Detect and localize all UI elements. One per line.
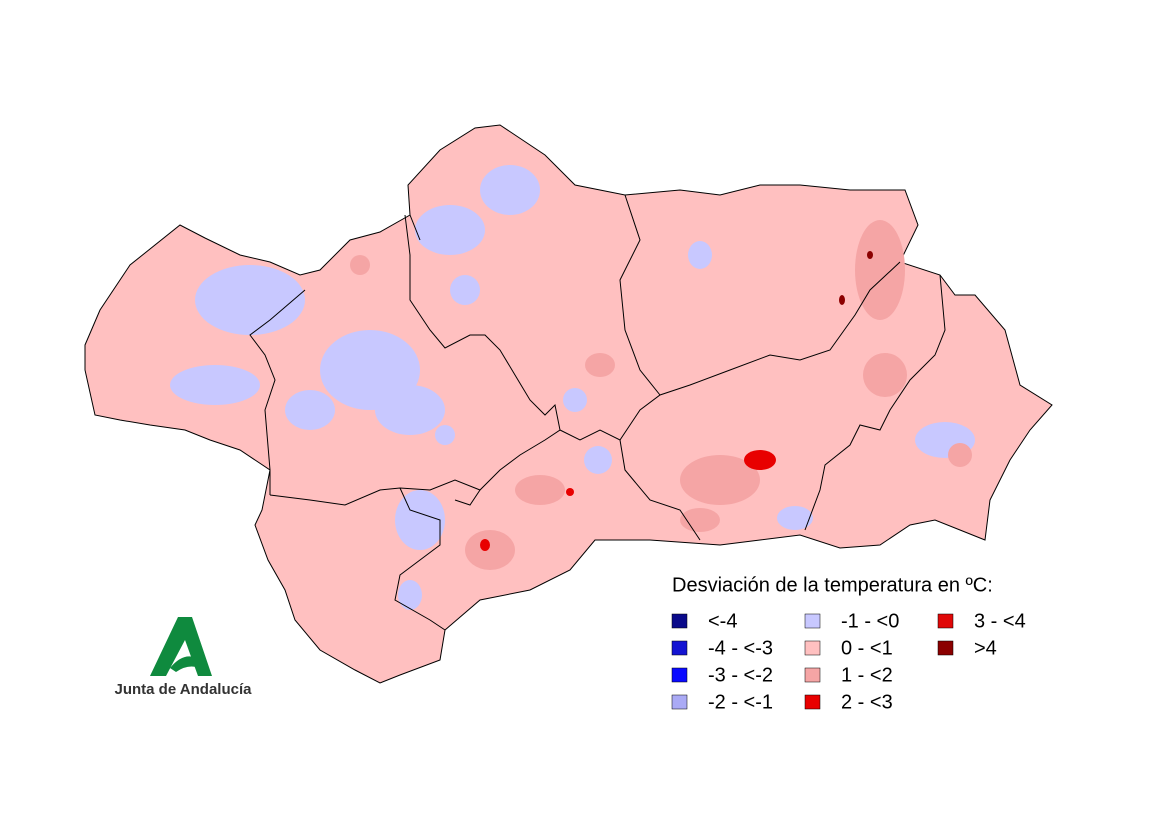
legend-swatch	[937, 613, 954, 629]
cool-areas	[170, 165, 975, 610]
legend-label: -2 - <-1	[708, 691, 773, 713]
hot-areas	[480, 450, 776, 551]
legend-swatch	[804, 640, 821, 656]
legend-label: >4	[974, 637, 997, 659]
legend: Desviación de la temperatura en ºC: <-4 -…	[671, 574, 1026, 713]
legend-swatch	[937, 640, 954, 656]
legend-swatch	[671, 694, 688, 710]
logo-swoosh	[170, 656, 204, 672]
province-borders	[249, 194, 946, 631]
legend-swatch	[804, 667, 821, 683]
legend-label: -3 - <-2	[708, 664, 773, 686]
very-hot-areas	[839, 251, 873, 305]
legend-label: 2 - <3	[841, 691, 893, 713]
legend-swatch	[671, 613, 688, 629]
legend-swatch	[671, 667, 688, 683]
legend-label: <-4	[708, 610, 737, 632]
legend-label: 1 - <2	[841, 664, 893, 686]
legend-swatch	[804, 613, 821, 629]
legend-label: -1 - <0	[841, 610, 899, 632]
legend-label: 0 - <1	[841, 637, 893, 659]
legend-label: -4 - <-3	[708, 637, 773, 659]
logo: Junta de Andalucía	[115, 617, 253, 698]
map	[84, 124, 1053, 684]
legend-label: 3 - <4	[974, 610, 1026, 632]
legend-title: Desviación de la temperatura en ºC:	[672, 574, 993, 596]
logo-text: Junta de Andalucía	[115, 681, 253, 698]
legend-swatch	[671, 640, 688, 656]
legend-swatch	[804, 694, 821, 710]
